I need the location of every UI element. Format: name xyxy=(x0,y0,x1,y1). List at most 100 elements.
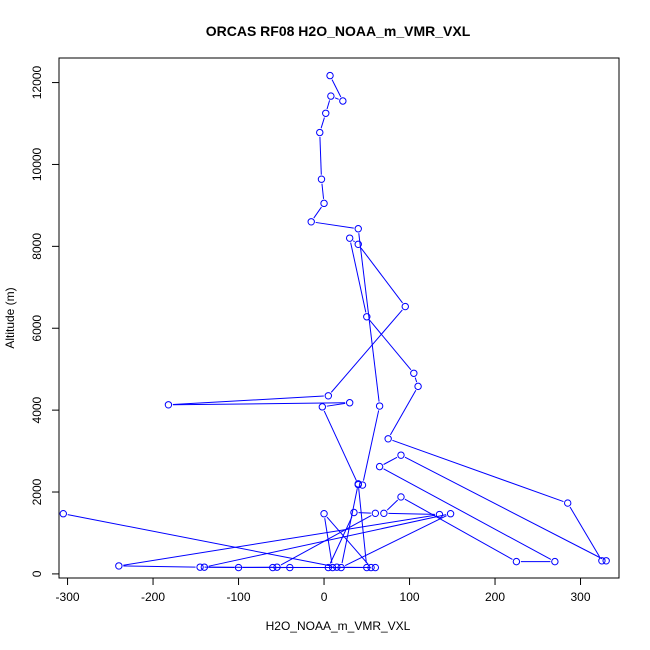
series-segment xyxy=(350,242,367,313)
data-point xyxy=(380,509,388,518)
data-point xyxy=(435,510,444,519)
series-segment xyxy=(388,512,435,515)
data-point xyxy=(512,557,521,566)
data-point xyxy=(345,399,354,407)
x-tick-label: 100 xyxy=(400,590,420,604)
data-point xyxy=(446,510,455,518)
x-axis: -300 -200 -100 0 100 200 300 xyxy=(56,578,591,604)
data-point xyxy=(200,563,209,571)
data-point xyxy=(363,563,371,572)
series-segment xyxy=(569,506,601,558)
series-segment xyxy=(315,221,354,229)
x-tick-label: 200 xyxy=(485,590,505,604)
data-point xyxy=(326,71,334,80)
data-point xyxy=(410,369,418,377)
data-point xyxy=(59,510,67,518)
series-segment xyxy=(321,183,325,199)
series-segment xyxy=(404,498,513,560)
series-segment xyxy=(123,565,196,568)
data-point xyxy=(339,97,347,105)
series-segment xyxy=(383,468,552,560)
data-point xyxy=(164,401,173,409)
x-tick-label: 300 xyxy=(571,590,591,604)
series-segment xyxy=(319,136,322,175)
data-point xyxy=(564,499,572,507)
series-segment xyxy=(404,456,603,560)
series-segment xyxy=(172,402,346,406)
data-point xyxy=(384,435,392,443)
data-point xyxy=(350,508,358,517)
series-segment xyxy=(358,488,367,564)
series-segment xyxy=(329,516,353,564)
data-point xyxy=(286,563,294,572)
series-segment xyxy=(353,240,355,243)
series-segment xyxy=(341,488,358,564)
x-axis-label: H2O_NOAA_m_VMR_VXL xyxy=(266,619,411,633)
series-segment xyxy=(208,514,447,567)
chart-title: ORCAS RF08 H2O_NOAA_m_VMR_VXL xyxy=(206,23,471,39)
series-segment xyxy=(67,514,333,567)
data-point xyxy=(324,563,333,572)
x-tick-label: -100 xyxy=(227,590,251,604)
series-segment xyxy=(123,514,436,566)
y-tick-label: 8000 xyxy=(30,233,44,260)
series-segment xyxy=(360,247,403,304)
data-point xyxy=(345,234,354,242)
data-point xyxy=(328,563,337,572)
series-segment xyxy=(344,515,447,567)
data-point xyxy=(367,563,375,572)
y-axis-label: Altitude (m) xyxy=(3,287,17,348)
series-segment xyxy=(358,233,380,402)
series-segment xyxy=(331,79,342,98)
data-point xyxy=(269,563,277,572)
x-tick-label: -300 xyxy=(56,590,80,604)
y-tick-label: 10000 xyxy=(30,147,44,181)
series-segment xyxy=(323,410,357,481)
data-point xyxy=(397,451,405,459)
data-point xyxy=(375,462,384,471)
data-point xyxy=(327,92,335,100)
x-tick-label: 0 xyxy=(321,590,328,604)
data-point xyxy=(234,563,243,572)
series-segment xyxy=(326,516,369,565)
y-axis: 0 2000 4000 6000 8000 10000 12000 xyxy=(30,66,59,577)
data-point xyxy=(333,563,341,571)
series-segment xyxy=(369,319,412,371)
y-tick-label: 12000 xyxy=(30,66,44,100)
y-tick-label: 0 xyxy=(30,570,44,577)
series-segment xyxy=(330,309,403,393)
y-tick-label: 4000 xyxy=(30,396,44,423)
data-point xyxy=(551,557,559,566)
data-point xyxy=(414,382,422,391)
y-tick-label: 6000 xyxy=(30,315,44,342)
data-point xyxy=(354,480,362,489)
series-segment xyxy=(383,456,398,465)
series-segment xyxy=(362,410,380,481)
series-segment xyxy=(326,100,331,110)
series-segment xyxy=(320,117,325,129)
data-point xyxy=(320,510,328,518)
data-point xyxy=(397,493,405,501)
data-point xyxy=(371,563,380,572)
data-point xyxy=(375,402,384,410)
data-point xyxy=(598,557,606,565)
series-segment xyxy=(414,377,418,383)
data-point xyxy=(307,218,315,226)
data-point xyxy=(354,240,362,248)
series-segment xyxy=(389,390,417,436)
series-segment xyxy=(280,515,372,566)
series-segment xyxy=(326,402,346,407)
data-point xyxy=(196,563,204,571)
data-point xyxy=(320,199,328,208)
data-point xyxy=(358,481,367,489)
series-segment xyxy=(392,439,564,503)
series-segment xyxy=(386,499,399,511)
series-points xyxy=(59,71,610,572)
data-point xyxy=(115,562,123,570)
y-tick-label: 2000 xyxy=(30,478,44,505)
data-point xyxy=(316,128,324,137)
data-point xyxy=(363,313,371,321)
series-segment xyxy=(334,97,339,100)
data-point xyxy=(317,175,326,183)
